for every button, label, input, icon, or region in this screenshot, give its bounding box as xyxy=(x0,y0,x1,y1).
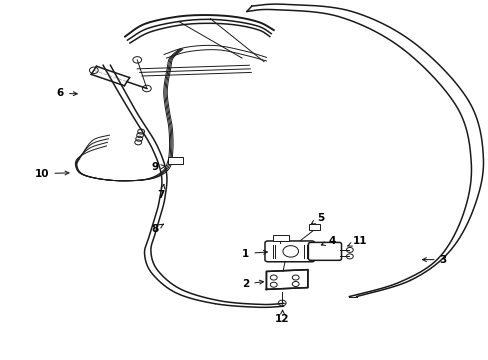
Text: 2: 2 xyxy=(242,279,263,289)
FancyBboxPatch shape xyxy=(168,157,183,164)
Text: 7: 7 xyxy=(158,184,165,200)
Text: 12: 12 xyxy=(275,310,289,324)
Text: 6: 6 xyxy=(57,88,77,98)
Polygon shape xyxy=(266,270,307,289)
Text: 11: 11 xyxy=(346,236,366,246)
Text: 1: 1 xyxy=(242,248,267,258)
Text: 3: 3 xyxy=(422,255,446,265)
Text: 10: 10 xyxy=(35,168,69,179)
Text: 8: 8 xyxy=(151,224,163,234)
FancyBboxPatch shape xyxy=(309,224,320,230)
Text: 9: 9 xyxy=(152,162,165,172)
FancyBboxPatch shape xyxy=(264,241,314,262)
Text: 5: 5 xyxy=(311,213,324,224)
FancyBboxPatch shape xyxy=(272,234,289,241)
FancyBboxPatch shape xyxy=(308,242,341,260)
Text: 4: 4 xyxy=(321,236,335,246)
